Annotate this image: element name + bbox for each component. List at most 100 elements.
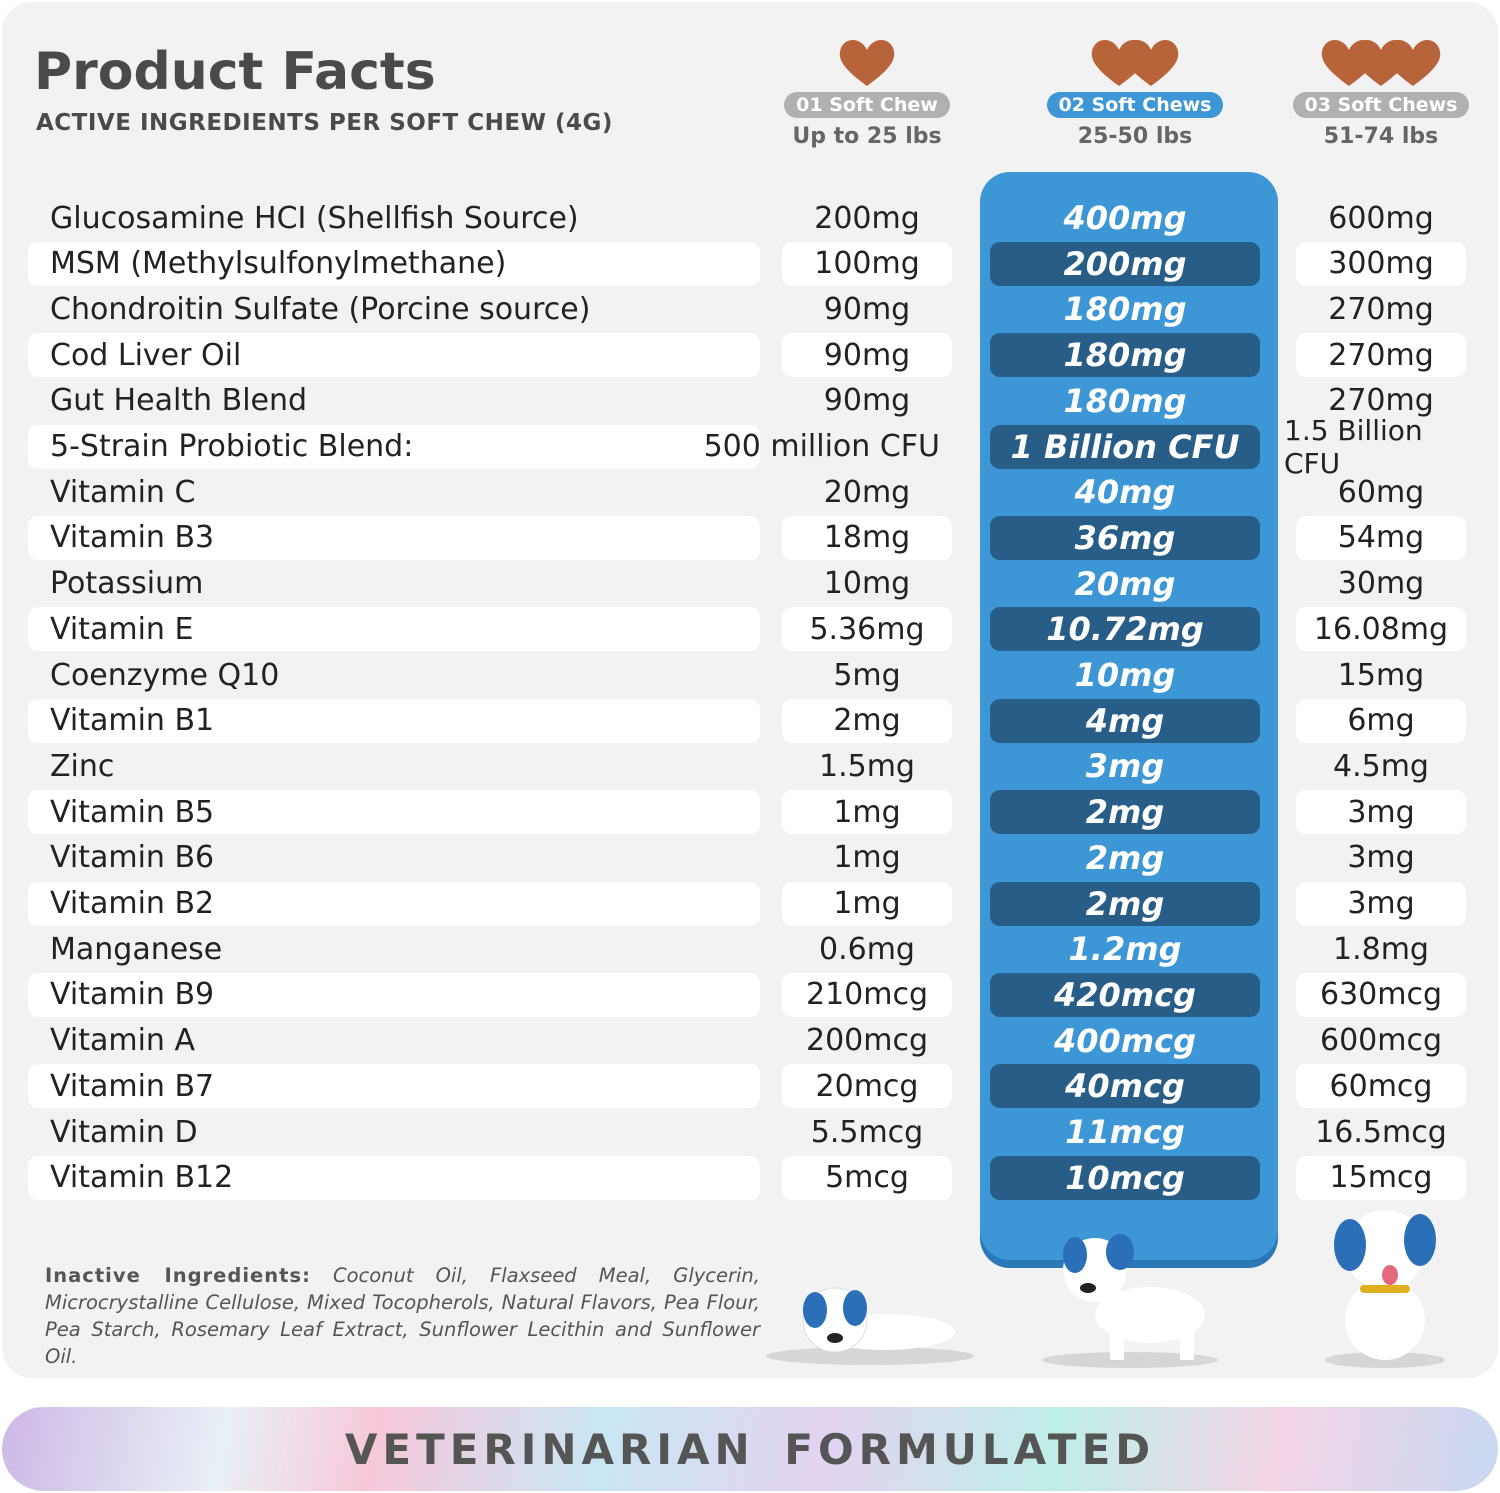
- value-1-chew: 20mg: [823, 474, 911, 510]
- ingredient-name: Potassium: [50, 566, 204, 602]
- column-header-3: 03 Soft Chews 51-74 lbs: [1271, 30, 1491, 149]
- table-row: Vitamin B12 5mcg 10mcg 15mcg: [0, 1155, 1500, 1200]
- ingredient-name: Cod Liver Oil: [28, 333, 760, 378]
- value-2-chews: 1 Billion CFU: [990, 424, 1260, 469]
- value-1-chew: 200mcg: [805, 1023, 929, 1059]
- table-row: Cod Liver Oil 90mg 180mg 270mg: [0, 333, 1500, 378]
- table-row: Vitamin B3 18mg 36mg 54mg: [0, 515, 1500, 560]
- value-3-chews: 54mg: [1296, 515, 1466, 560]
- value-2-chews: 4mg: [990, 698, 1260, 743]
- inactive-text: Coconut Oil, Flaxseed Meal, Glycerin, Mi…: [45, 1264, 760, 1368]
- value-3-chews: 300mg: [1296, 241, 1466, 286]
- serving-pill: 01 Soft Chew: [784, 92, 950, 118]
- table-row: Vitamin B1 2mg 4mg 6mg: [0, 698, 1500, 743]
- value-3-chews: 600mcg: [1319, 1023, 1443, 1059]
- table-row: Vitamin B9 210mcg 420mcg 630mcg: [0, 972, 1500, 1017]
- table-row: Manganese 0.6mg 1.2mg 1.8mg: [0, 927, 1500, 971]
- value-2-chews: 400mcg: [1053, 1021, 1196, 1060]
- value-3-chews: 600mg: [1328, 200, 1434, 236]
- value-2-chews: 200mg: [990, 241, 1260, 286]
- value-2-chews: 2mg: [990, 790, 1260, 835]
- value-1-chew: 2mg: [782, 698, 952, 743]
- table-row: Potassium 10mg 20mg 30mg: [0, 562, 1500, 606]
- value-1-chew: 5.36mg: [782, 607, 952, 652]
- value-3-chews: 1.8mg: [1333, 931, 1429, 967]
- soft-chew-icon: [1123, 39, 1179, 86]
- value-1-chew: 10mg: [823, 566, 911, 602]
- value-2-chews: 10.72mg: [990, 607, 1260, 652]
- sitting-dog-illustration: [1325, 1210, 1445, 1368]
- ingredient-name: Vitamin B3: [28, 515, 760, 560]
- value-2-chews: 420mcg: [990, 972, 1260, 1017]
- weight-range: Up to 25 lbs: [792, 124, 942, 149]
- ingredient-name: Glucosamine HCI (Shellfish Source): [50, 200, 579, 236]
- ingredient-name: Chondroitin Sulfate (Porcine source): [50, 291, 591, 327]
- weight-range: 51-74 lbs: [1323, 124, 1439, 149]
- value-1-chew: 90mg: [823, 383, 911, 419]
- ingredient-name: Manganese: [50, 931, 223, 967]
- ingredient-name: Vitamin E: [28, 607, 760, 652]
- value-3-chews: 270mg: [1296, 333, 1466, 378]
- value-3-chews: 60mg: [1337, 474, 1425, 510]
- ingredient-name: Coenzyme Q10: [50, 657, 280, 693]
- value-2-chews: 40mcg: [990, 1064, 1260, 1109]
- table-row: Zinc 1.5mg 3mg 4.5mg: [0, 744, 1500, 788]
- value-3-chews: 630mcg: [1296, 972, 1466, 1017]
- value-1-chew: 200mg: [814, 200, 920, 236]
- serving-pill: 02 Soft Chews: [1046, 92, 1224, 118]
- walking-dog-illustration: [1042, 1234, 1218, 1368]
- ingredient-name: Vitamin A: [50, 1023, 195, 1059]
- value-2-chews: 11mcg: [1065, 1113, 1185, 1151]
- soft-chew-icon: [1385, 39, 1441, 86]
- value-2-chews: 400mg: [1063, 199, 1187, 237]
- value-3-chews: 6mg: [1296, 698, 1466, 743]
- value-3-chews: 16.08mg: [1296, 607, 1466, 652]
- inactive-label: Inactive Ingredients:: [45, 1264, 311, 1287]
- table-row: Chondroitin Sulfate (Porcine source) 90m…: [0, 287, 1500, 331]
- value-1-chew: 90mg: [782, 333, 952, 378]
- value-1-chew: 0.6mg: [819, 931, 915, 967]
- value-1-chew: 18mg: [782, 515, 952, 560]
- value-2-chews: 36mg: [990, 515, 1260, 560]
- ingredient-name: Vitamin C: [50, 474, 196, 510]
- table-row: 5-Strain Probiotic Blend: 500 million CF…: [0, 413, 1500, 480]
- sleeping-dog-illustration: [766, 1287, 974, 1365]
- ingredient-name: MSM (Methylsulfonylmethane): [28, 241, 760, 286]
- value-3-chews: 30mg: [1337, 566, 1425, 602]
- value-1-chew: 100mg: [782, 241, 952, 286]
- value-3-chews: 3mg: [1296, 790, 1466, 835]
- ingredient-name: Vitamin B5: [28, 790, 760, 835]
- table-row: Vitamin A 200mcg 400mcg 600mcg: [0, 1019, 1500, 1063]
- value-2-chews: 1.2mg: [1068, 930, 1182, 969]
- value-3-chews: 1.5 Billion CFU: [1284, 413, 1423, 480]
- ingredient-name: 5-Strain Probiotic Blend:: [28, 424, 760, 469]
- value-3-chews: 15mg: [1337, 657, 1425, 693]
- value-1-chew: 1.5mg: [819, 748, 915, 784]
- table-row: Vitamin B7 20mcg 40mcg 60mcg: [0, 1064, 1500, 1109]
- value-1-chew: 5.5mcg: [810, 1114, 924, 1150]
- subtitle: ACTIVE INGREDIENTS PER SOFT CHEW (4G): [36, 110, 613, 136]
- table-row: Vitamin C 20mg 40mg 60mg: [0, 470, 1500, 514]
- table-row: Vitamin B5 1mg 2mg 3mg: [0, 790, 1500, 835]
- value-2-chews: 2mg: [990, 881, 1260, 926]
- value-1-chew: 90mg: [823, 291, 911, 327]
- veterinarian-formulated-banner: VETERINARIAN FORMULATED: [2, 1407, 1498, 1491]
- ingredient-name: Vitamin B2: [28, 881, 760, 926]
- value-1-chew: 1mg: [833, 840, 901, 876]
- value-3-chews: 3mg: [1347, 840, 1415, 876]
- serving-pill: 03 Soft Chews: [1292, 92, 1470, 118]
- value-2-chews: 10mg: [1074, 656, 1176, 694]
- value-1-chew: 20mcg: [782, 1064, 952, 1109]
- value-2-chews: 180mg: [990, 333, 1260, 378]
- value-2-chews: 20mg: [1074, 564, 1176, 603]
- banner-text: VETERINARIAN FORMULATED: [344, 1424, 1156, 1474]
- column-header-2: 02 Soft Chews 25-50 lbs: [1025, 30, 1245, 149]
- value-3-chews: 16.5mcg: [1315, 1114, 1447, 1150]
- value-3-chews: 4.5mg: [1333, 748, 1429, 784]
- table-row: Vitamin B2 1mg 2mg 3mg: [0, 881, 1500, 926]
- ingredient-name: Gut Health Blend: [50, 383, 308, 419]
- table-row: MSM (Methylsulfonylmethane) 100mg 200mg …: [0, 241, 1500, 286]
- inactive-ingredients: Inactive Ingredients: Coconut Oil, Flaxs…: [45, 1262, 760, 1370]
- value-2-chews: 10mcg: [990, 1155, 1260, 1200]
- value-3-chews: 270mg: [1328, 291, 1434, 327]
